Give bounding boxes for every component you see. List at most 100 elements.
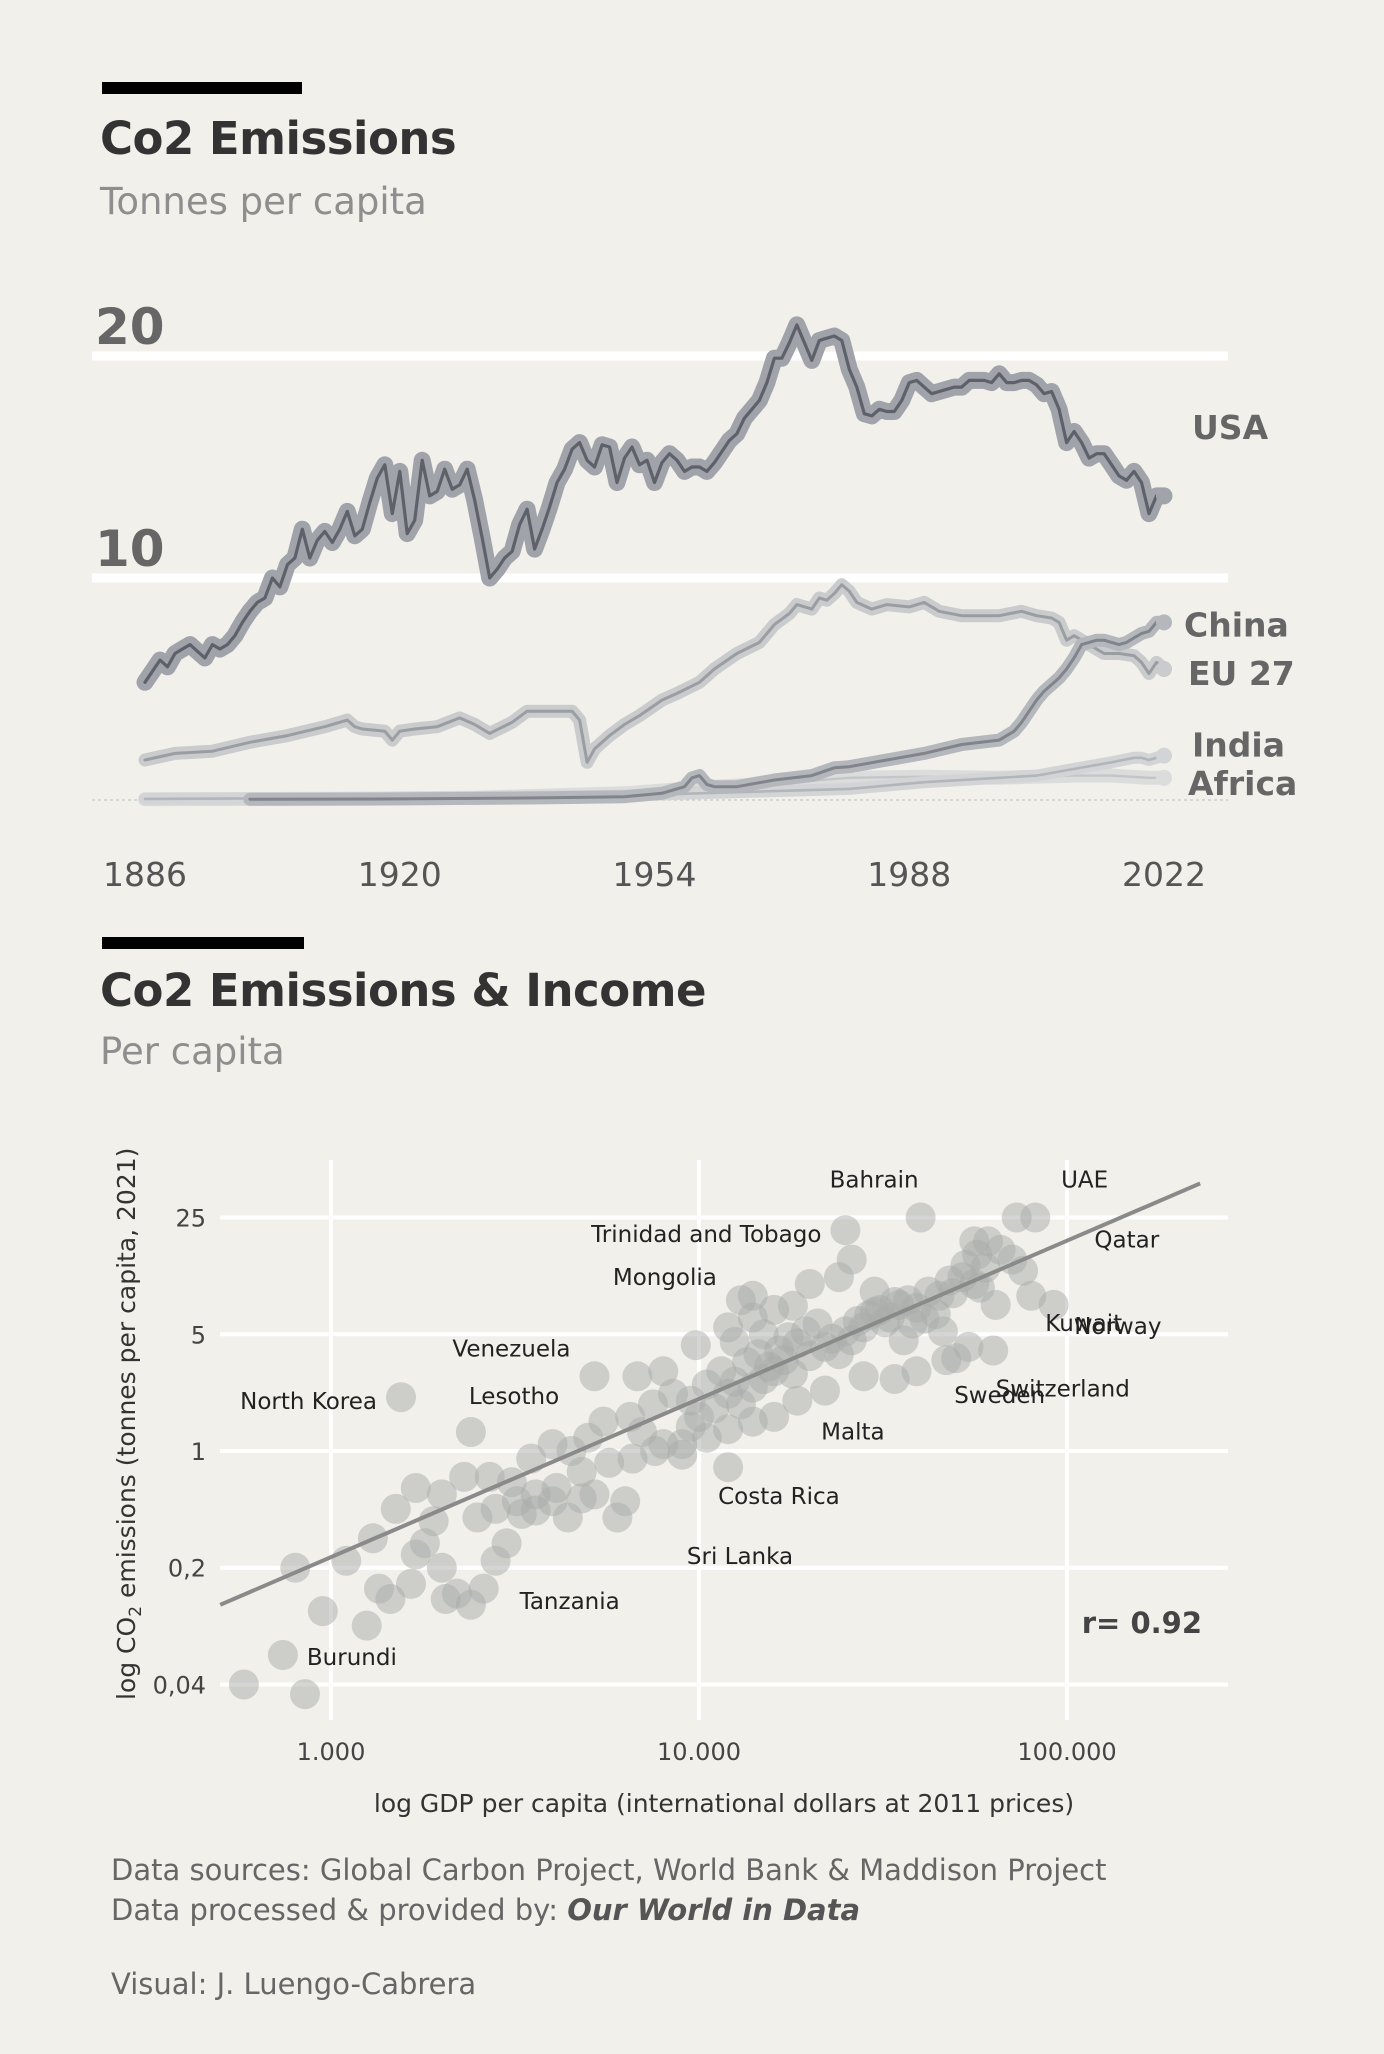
chart2-trendline [219,1181,1201,1607]
scatter-point [978,1335,1009,1366]
point-label: Mongolia [613,1265,717,1291]
footer-sources: Data sources: Global Carbon Project, Wor… [111,1853,1107,1887]
series-label-india: India [1192,725,1285,764]
chart2-x-tick-label: 10.000 [657,1738,741,1766]
scatter-point [228,1669,259,1700]
scatter-point [691,1422,722,1453]
point-label: Sweden [954,1383,1045,1409]
series-label-africa: Africa [1188,764,1297,803]
footer-credit: Visual: J. Luengo-Cabrera [111,1967,477,2001]
chart1-x-tick-labels: 1886 1920 1954 1988 2022 [103,855,1206,894]
chart1-title: Co2 Emissions [100,112,457,165]
scatter-point [418,1506,449,1537]
point-label: Tanzania [519,1589,620,1615]
scatter-point [588,1406,619,1437]
point-label: Qatar [1094,1227,1159,1253]
chart1-y-tick-label: 20 [95,298,165,356]
scatter-point [396,1568,426,1599]
footer-processed: Data processed & provided by: Our World … [111,1893,860,1927]
scatter-point [267,1640,298,1670]
chart2-y-tick-label: 0,2 [168,1555,206,1583]
scatter-point [480,1545,511,1576]
chart2-y-tick-labels: 0,04 0,2 1 5 25 [153,1205,206,1700]
scatter-point [905,1202,936,1233]
chart2-y-axis-title: log CO2 emissions (tonnes per capita, 20… [112,1148,146,1700]
chart1-x-tick-label: 1886 [103,855,187,894]
scatter-point [579,1479,610,1510]
series-line-usa [143,323,1166,684]
scatter-point [737,1280,768,1311]
point-label: Norway [1074,1314,1161,1340]
scatter-point [737,1406,768,1437]
series-end-india [1156,747,1172,764]
scatter-point [307,1596,338,1627]
point-label: Burundi [307,1645,397,1671]
chart2-point-labels: Bahrain UAE Qatar Trinidad and Tobago Kuwait… [240,1168,1161,1672]
scatter-point [748,1319,779,1350]
footer-processed-prefix: Data processed & provided by: [111,1893,568,1927]
chart2-x-tick-label: 1.000 [297,1738,366,1766]
chart2-subtitle: Per capita [100,1030,285,1073]
scatter-point [622,1361,653,1392]
chart1-subtitle: Tonnes per capita [100,180,427,223]
point-label: Bahrain [830,1168,919,1194]
point-label: Kuwait [1045,1311,1122,1337]
scatter-point [830,1215,861,1246]
scatter-point [941,1343,972,1374]
scatter-point [617,1443,648,1474]
series-end-africa [1156,769,1172,786]
scatter-point [959,1226,990,1257]
point-label: UAE [1061,1168,1108,1194]
point-label: Malta [821,1420,884,1446]
chart2-title: Co2 Emissions & Income [100,964,707,1017]
scatter-point [386,1382,416,1413]
scatter-point [468,1573,499,1604]
chart1-x-tick-label: 1988 [867,855,951,894]
scatter-point [375,1584,406,1614]
scatter-point [400,1473,431,1503]
scatter-point [794,1269,825,1299]
chart2-title-rule [102,937,304,949]
chart2-trend-line [219,1181,1201,1607]
point-label: Sri Lanka [687,1544,793,1570]
scatter-point [594,1447,625,1478]
scatter-point [426,1552,457,1583]
scatter-point [1020,1202,1051,1233]
point-label: Lesotho [469,1384,559,1410]
point-label: Trinidad and Tobago [590,1222,821,1248]
scatter-point [455,1417,486,1447]
series-label-china: China [1184,605,1289,644]
scatter-point [640,1436,671,1466]
chart2-y-tick-label: 5 [191,1321,206,1349]
scatter-point [719,1326,750,1357]
series-label-usa: USA [1192,408,1269,447]
point-label: Venezuela [452,1336,570,1362]
point-label: Costa Rica [718,1484,840,1510]
scatter-point [648,1356,679,1387]
chart1-x-tick-label: 2022 [1122,855,1206,894]
chart2-x-tick-label: 100.000 [1017,1738,1116,1766]
chart2-y-tick-label: 0,04 [153,1671,206,1699]
scatter-point [777,1290,808,1321]
scatter-point [426,1479,457,1510]
scatter-point [290,1679,320,1710]
chart2-y-tick-label: 25 [175,1205,206,1233]
scatter-point [782,1385,813,1416]
chart2-x-axis-title: log GDP per capita (international dollar… [374,1789,1074,1818]
scatter-point [566,1456,597,1487]
scatter-point [449,1461,480,1492]
chart2-y-tick-label: 1 [191,1438,206,1466]
scatter-point [380,1493,411,1524]
chart2-x-tick-labels: 1.000 10.000 100.000 [297,1738,1117,1766]
scatter-point [713,1452,744,1483]
scatter-point [810,1375,840,1406]
scatter-point [848,1361,879,1392]
scatter-point [579,1361,610,1392]
series-line-china [248,620,1166,801]
point-label: Switzerland [996,1377,1130,1403]
scatter-point [836,1244,867,1275]
scatter-point [859,1276,890,1307]
